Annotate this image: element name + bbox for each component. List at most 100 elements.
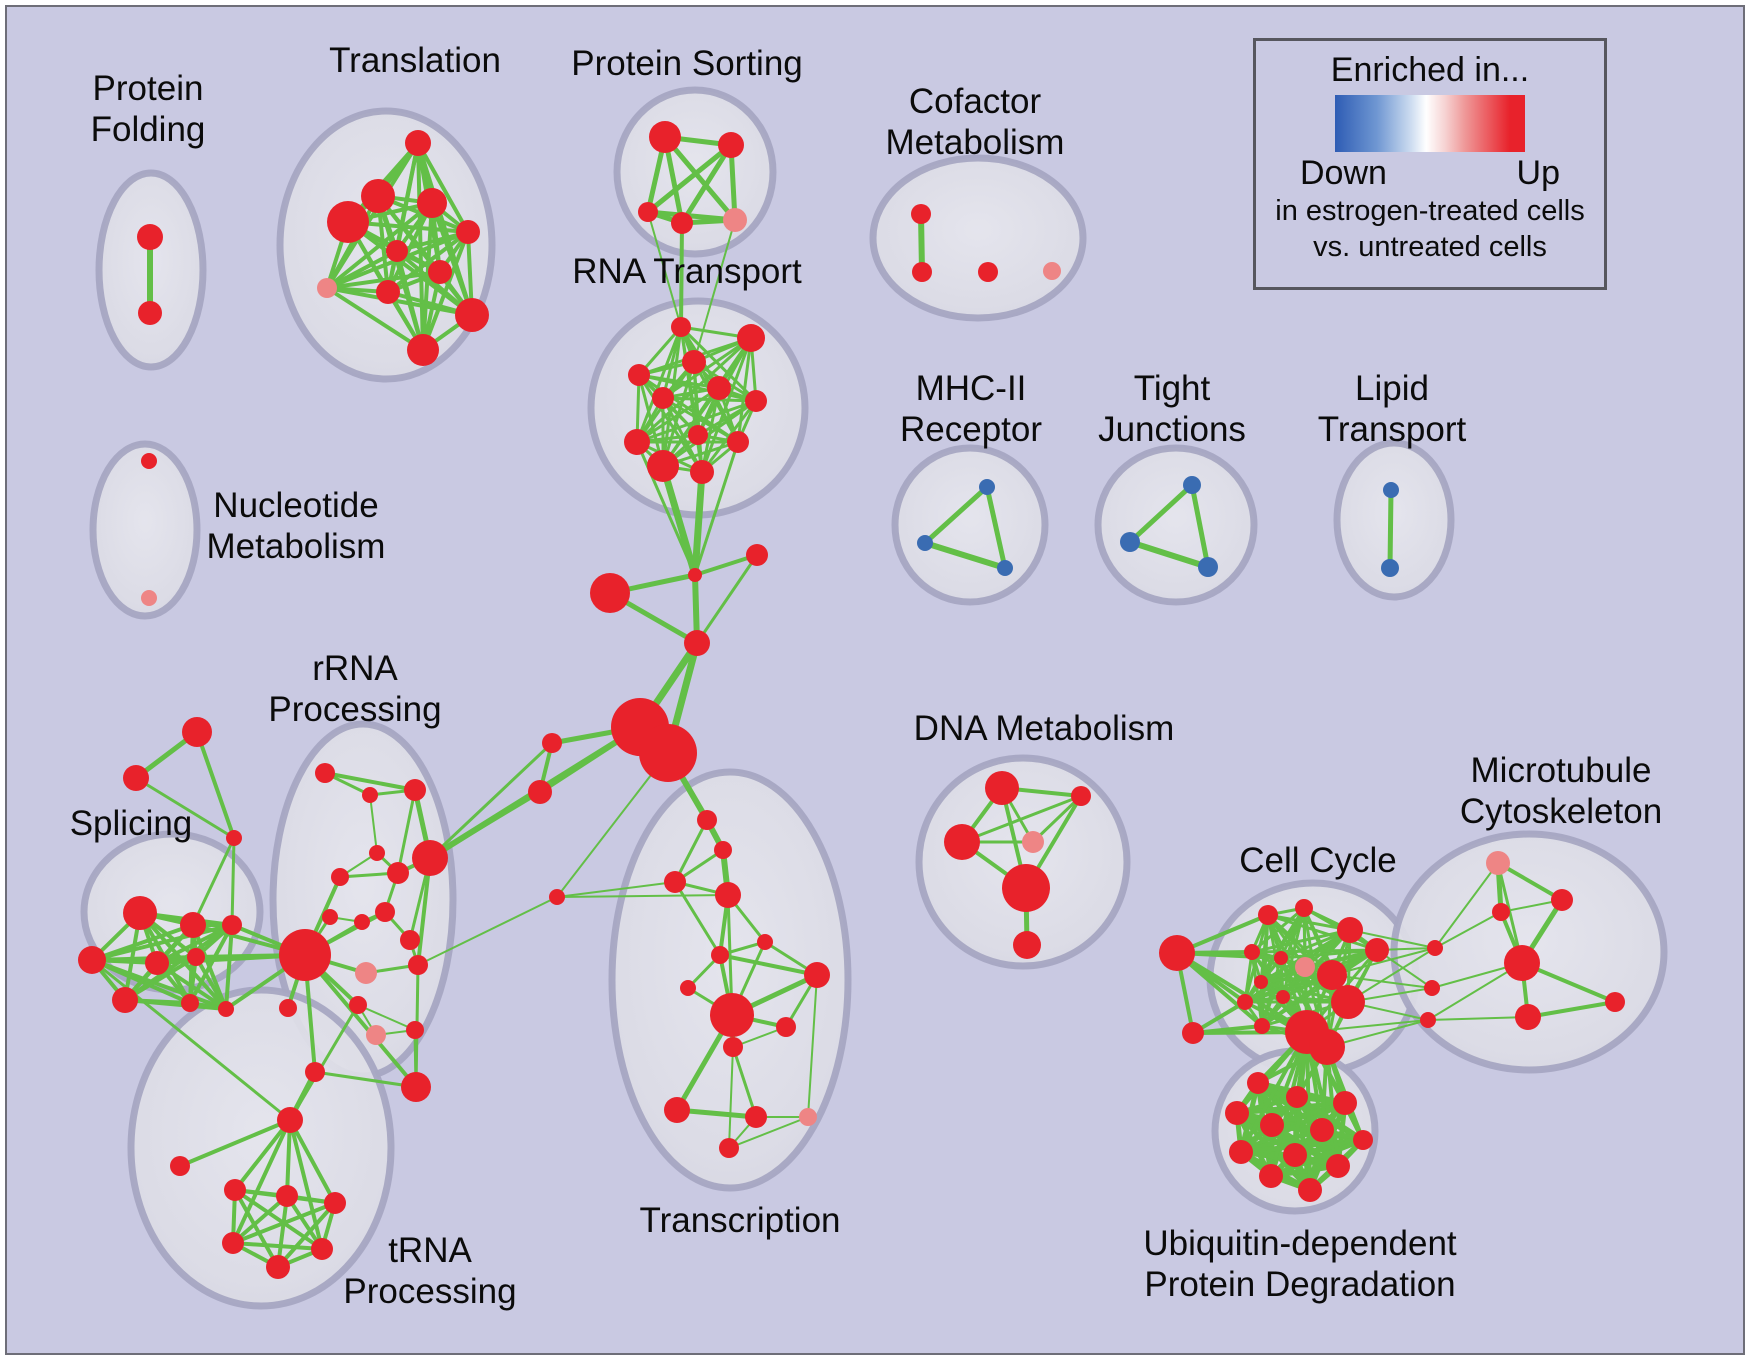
node-rr12 <box>355 962 377 984</box>
node-ps1 <box>649 121 681 153</box>
node-rr6 <box>387 862 409 884</box>
node-rr10 <box>375 902 395 922</box>
edge <box>395 249 425 352</box>
node-cc3 <box>1337 917 1363 943</box>
legend-scale-labels: Down Up <box>1256 154 1604 193</box>
node-sp8 <box>181 994 199 1012</box>
node-t10 <box>455 298 489 332</box>
node-rr4 <box>369 845 385 861</box>
node-rt9 <box>688 425 708 445</box>
cluster-label-trna-processing: Processing <box>343 1272 516 1311</box>
cluster-ellipse-dna-metabolism <box>915 754 1131 970</box>
node-sp_c <box>226 830 242 846</box>
node-rt2 <box>737 324 765 352</box>
node-tr16 <box>719 1138 739 1158</box>
edge <box>231 1241 324 1251</box>
edge <box>635 325 683 444</box>
cluster-label-tight-junctions: Tight <box>1134 369 1211 408</box>
legend: Enriched in... Down Up in estrogen-treat… <box>1253 38 1607 290</box>
node-ps4 <box>671 212 693 234</box>
edge <box>700 386 721 474</box>
edge <box>695 553 759 645</box>
node-tn1 <box>170 1156 190 1176</box>
edge <box>556 881 676 898</box>
edge <box>807 974 818 1118</box>
legend-caption-line2: vs. untreated cells <box>1313 231 1547 263</box>
node-cc2 <box>1295 899 1313 917</box>
node-tr4 <box>715 882 741 908</box>
edge <box>1331 947 1436 976</box>
edge <box>430 201 474 317</box>
cluster-label-cofactor-metabolism: Metabolism <box>886 123 1065 162</box>
node-lp1 <box>1383 482 1399 498</box>
node-lp2 <box>1381 559 1399 577</box>
edge <box>233 1188 324 1251</box>
node-c2 <box>746 544 768 566</box>
node-d1 <box>985 771 1019 805</box>
edge <box>922 540 1008 571</box>
node-mh2 <box>917 535 933 551</box>
node-rt8 <box>624 429 650 455</box>
node-cf4 <box>1043 262 1061 280</box>
node-u3 <box>1333 1091 1357 1115</box>
node-sp_a <box>182 717 212 747</box>
edge <box>637 373 758 403</box>
edge <box>1266 913 1379 952</box>
edge <box>1434 911 1502 949</box>
node-cc13 <box>1254 1018 1270 1034</box>
edge <box>325 249 399 290</box>
node-tr7 <box>711 946 729 964</box>
node-tr1 <box>697 810 717 830</box>
node-d4 <box>1022 831 1044 853</box>
node-tj3 <box>1198 557 1218 577</box>
edge <box>90 958 228 1011</box>
node-tr11 <box>776 1017 796 1037</box>
node-rr3 <box>404 779 426 801</box>
node-tr5 <box>549 889 565 905</box>
edge <box>679 221 684 329</box>
legend-down-label: Down <box>1300 154 1387 192</box>
node-cf1 <box>911 204 931 224</box>
cluster-label-lipid-transport: Lipid <box>1355 369 1429 408</box>
node-cc10 <box>1237 994 1253 1010</box>
node-rr17 <box>406 1021 424 1039</box>
node-sp4 <box>78 946 106 974</box>
node-t9 <box>317 278 337 298</box>
edge <box>1427 962 1523 1021</box>
edge <box>191 836 236 927</box>
legend-up-label: Up <box>1516 154 1560 192</box>
node-t5 <box>456 220 480 244</box>
node-d3 <box>944 824 980 860</box>
edge <box>728 1046 734 1149</box>
edge <box>369 794 378 854</box>
edge <box>693 219 736 363</box>
node-s1 <box>542 733 562 753</box>
edge <box>357 1004 416 1031</box>
edge <box>673 818 709 884</box>
edge <box>1268 1137 1366 1179</box>
edge <box>325 286 474 317</box>
edge <box>1349 929 1436 949</box>
edge <box>661 399 758 468</box>
node-u8 <box>1229 1140 1253 1164</box>
node-u1 <box>1247 1072 1269 1094</box>
cluster-label-nucleotide-metabolism: Nucleotide <box>213 486 378 525</box>
edge <box>1127 482 1195 545</box>
node-sp2 <box>180 912 206 938</box>
node-t1 <box>405 130 431 156</box>
node-cc4 <box>1365 938 1389 962</box>
node-ps3 <box>638 202 658 222</box>
node-rr14 <box>349 996 367 1014</box>
edge <box>673 880 722 957</box>
node-cc11 <box>1276 990 1290 1004</box>
edge <box>1175 951 1309 1034</box>
edge <box>691 468 706 579</box>
edge <box>1234 1100 1348 1116</box>
cluster-label-mhc-ii-receptor: MHC-II <box>916 369 1027 408</box>
edge <box>224 923 234 1011</box>
cluster-label-translation: Translation <box>329 41 501 80</box>
edge <box>556 752 669 898</box>
edge <box>134 776 236 840</box>
cluster-label-ubiquitin-degradation: Ubiquitin-dependent <box>1143 1224 1457 1263</box>
node-rhub <box>279 929 331 981</box>
